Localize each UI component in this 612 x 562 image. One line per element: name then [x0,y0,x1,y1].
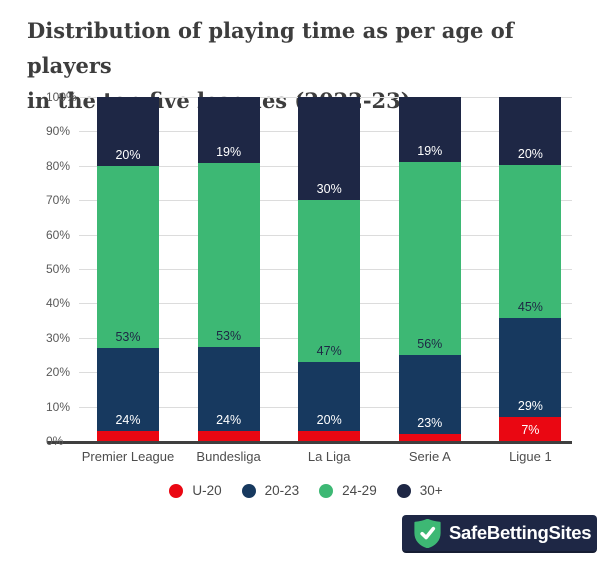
y-axis-tick-label: 100% [46,90,77,104]
segment-24-29: 56% [398,162,461,356]
segment-30plus: 20% [499,97,562,166]
segment-30plus: 30% [298,97,361,201]
segment-24-29: 53% [97,165,159,349]
segment-value-label: 53% [115,330,141,345]
y-axis-tick-label: 40% [46,296,71,311]
x-axis-line [47,441,572,444]
bar-bundesliga: 24% 53% 19% [197,97,260,441]
legend-label: 24-29 [342,483,377,498]
shield-check-icon [414,518,441,548]
segment-24-29: 47% [298,200,361,362]
y-axis-tick-label: 30% [46,330,71,345]
x-axis-tick-label: Bundesliga [196,449,261,464]
segment-value-label: 53% [216,329,242,344]
legend-color-dot [169,483,184,498]
segment-value-label: 30% [316,182,342,197]
segment-u-20 [398,434,461,441]
x-axis-tick-label: Premier League [81,449,175,464]
segment-30plus: 19% [197,97,260,164]
brand-name: SafeBettingSites [449,522,592,543]
chart-title-line1: Distribution of playing time as per age … [27,18,514,78]
y-axis-tick-label: 70% [46,193,71,208]
segment-value-label: 29% [517,399,543,414]
legend-color-dot [319,483,334,498]
segment-u-20 [197,430,260,441]
y-axis-tick-label: 10% [46,399,71,414]
segment-24-29: 53% [197,163,260,348]
segment-20-23: 29% [499,318,562,418]
segment-20-23: 23% [398,355,461,435]
y-axis-tick-label: 50% [46,262,71,276]
bar-serie-a: 23% 56% 19% [398,97,461,441]
legend-color-dot [396,483,411,498]
x-axis-tick-label: La Liga [307,449,351,464]
segment-value-label: 20% [517,147,543,162]
segment-value-label: 45% [517,300,543,315]
segment-value-label: 56% [417,337,443,352]
segment-u-20: 7% [499,417,562,441]
legend-item-30plus: 30+ [396,483,443,498]
segment-value-label: 20% [316,412,342,427]
segment-value-label: 20% [115,147,141,162]
segment-value-label: 24% [115,412,141,427]
segment-value-label: 24% [216,412,242,427]
segment-30plus: 19% [398,97,461,163]
segment-30plus: 20% [97,97,159,166]
y-axis-tick-label: 20% [46,365,71,380]
x-axis-tick-label: Serie A [408,449,451,464]
chart-legend: U-20 20-23 24-29 30+ [0,483,612,498]
legend-item-24-29: 24-29 [319,483,377,498]
y-axis-tick-label: 80% [46,158,71,173]
legend-label: 20-23 [264,483,300,498]
bar-premier-league: 24% 53% 20% [97,97,159,441]
segment-20-23: 20% [298,361,361,431]
segment-value-label: 19% [216,145,242,160]
segment-24-29: 45% [499,165,562,319]
bar-la-liga: 20% 47% 30% [298,97,361,441]
bar-ligue-1: 7% 29% 45% 20% [499,97,562,441]
legend-color-dot [241,483,256,498]
segment-20-23: 24% [97,348,159,431]
segment-value-label: 19% [417,144,443,159]
segment-20-23: 24% [197,347,260,431]
segment-value-label: 47% [316,343,342,358]
y-axis-tick-label: 0% [46,434,64,448]
y-axis-tick-label: 90% [46,124,71,139]
plot-area: 0% 10% 20% 30% 40% 50% 60% 70% 80% 90% 100% 24% 53% 2… [46,90,572,464]
segment-u-20 [97,430,159,441]
legend-item-20-23: 20-23 [241,483,300,498]
legend-item-u-20: U-20 [169,483,222,498]
legend-label: U-20 [192,483,222,498]
brand-logo: SafeBettingSites [402,515,597,553]
segment-value-label: 7% [521,423,540,437]
segment-u-20 [298,430,361,441]
segment-value-label: 23% [417,416,443,431]
legend-label: 30+ [419,483,443,498]
x-axis-tick-label: Ligue 1 [509,449,552,464]
y-axis-tick-label: 60% [46,227,71,242]
